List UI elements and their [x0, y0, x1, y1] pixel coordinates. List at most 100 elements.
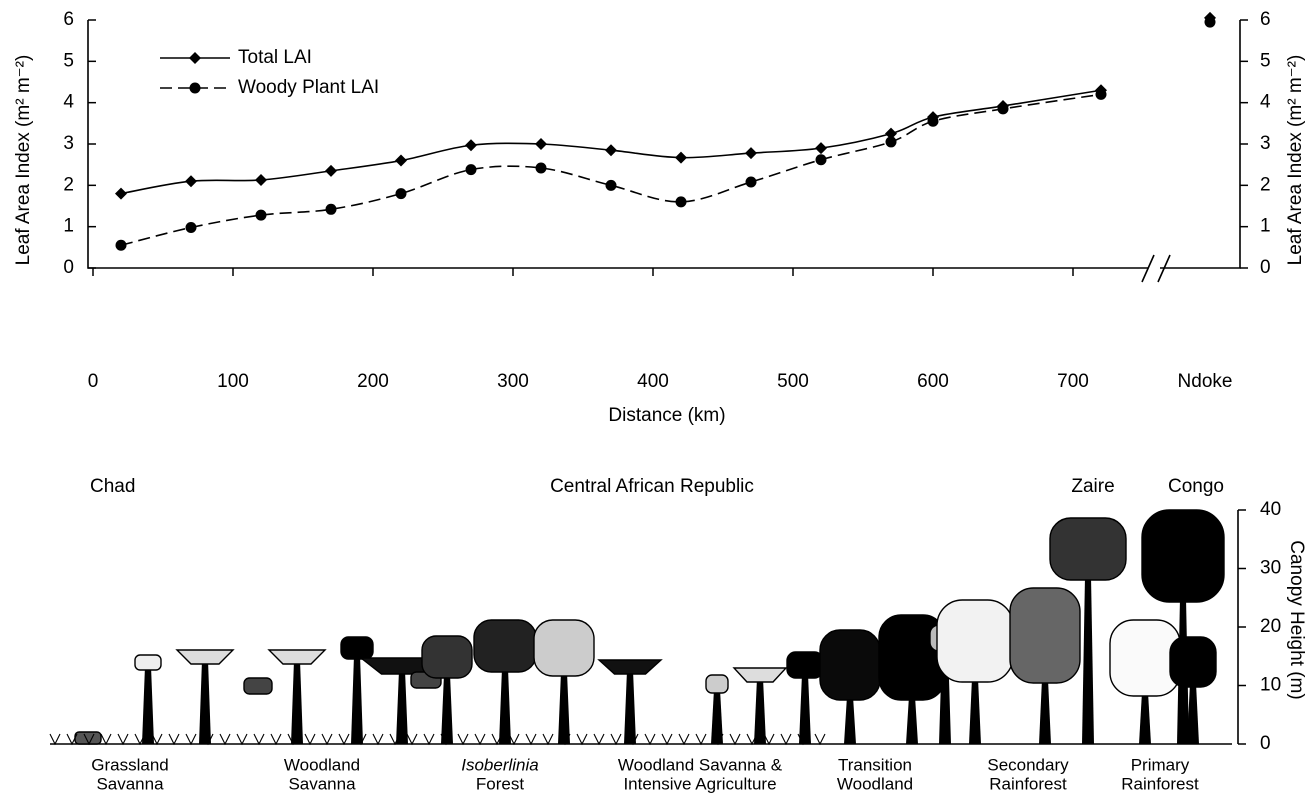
y-tick-label: 4	[63, 92, 74, 113]
break-label: Ndoke	[1178, 371, 1233, 392]
zone-label: Woodland	[837, 774, 913, 793]
tree-crown	[786, 651, 824, 679]
tree-crown	[936, 599, 1014, 683]
y-tick-label: 1	[63, 216, 74, 237]
height-axis-title: Canopy Height (m)	[1286, 540, 1307, 699]
zone-label: Isoberlinia	[461, 755, 539, 774]
tree-crown	[1169, 636, 1217, 688]
y2-tick-label: 2	[1260, 174, 1271, 195]
grass	[49, 733, 826, 746]
tree-crown	[597, 659, 663, 675]
y-tick-label: 3	[63, 133, 74, 154]
data-point	[255, 173, 267, 186]
x-tick-label: 500	[777, 371, 809, 392]
tree-trunk	[906, 696, 918, 744]
x-tick-label: 700	[1057, 371, 1089, 392]
x-tick-label: 600	[917, 371, 949, 392]
data-point	[395, 188, 407, 200]
tree-trunk	[754, 678, 766, 744]
tree-crown	[1049, 517, 1127, 581]
y2-axis-title: Leaf Area Index (m² m⁻²)	[1285, 55, 1306, 266]
tree-trunk	[142, 666, 154, 744]
zone-label: Woodland Savanna &	[618, 755, 783, 774]
tree-trunk	[844, 696, 856, 744]
zone-label: Primary	[1131, 755, 1190, 774]
data-point	[395, 154, 407, 167]
height-tick-label: 40	[1260, 499, 1281, 520]
data-point	[885, 127, 897, 140]
data-point	[675, 196, 687, 208]
tree-crown	[340, 636, 374, 660]
zone-label: Rainforest	[989, 774, 1067, 793]
tree-trunk	[1082, 576, 1094, 744]
x-tick-label: 300	[497, 371, 529, 392]
data-point	[465, 164, 477, 176]
ndoke-point	[1204, 16, 1216, 28]
tree-trunk	[799, 674, 811, 744]
data-point	[255, 209, 267, 221]
country: Chad	[90, 476, 135, 497]
zone-label: Forest	[476, 774, 524, 793]
data-point	[745, 147, 757, 160]
y2-tick-label: 6	[1260, 9, 1271, 30]
y2-tick-label: 1	[1260, 216, 1271, 237]
y-axis-title: Leaf Area Index (m² m⁻²)	[13, 55, 34, 266]
x-tick-label: 400	[637, 371, 669, 392]
data-point	[885, 136, 897, 148]
x-tick-label: 0	[88, 371, 99, 392]
tree-trunk	[499, 668, 511, 744]
zone-label: Rainforest	[1121, 774, 1199, 793]
data-point	[997, 103, 1009, 115]
data-point	[325, 164, 337, 177]
data-point	[1095, 88, 1107, 100]
data-point	[325, 203, 337, 215]
tree-trunk	[396, 670, 408, 744]
tree-trunk	[711, 689, 723, 744]
zone-label: Intensive Agriculture	[623, 774, 776, 793]
legend-marker	[189, 82, 201, 94]
data-point	[675, 151, 687, 164]
tree-crown	[243, 677, 273, 695]
data-point	[535, 138, 547, 150]
y-tick-label: 0	[63, 257, 74, 278]
tree-trunk	[969, 678, 981, 744]
tree-crown	[732, 667, 788, 683]
y2-tick-label: 4	[1260, 92, 1271, 113]
tree-crown	[819, 629, 881, 701]
tree-trunk	[558, 672, 570, 744]
series-line	[120, 89, 1102, 195]
zone-label: Transition	[838, 755, 912, 774]
y2-tick-label: 3	[1260, 133, 1271, 154]
data-point	[465, 139, 477, 152]
data-point	[535, 162, 547, 174]
tree-crown	[134, 654, 162, 671]
x-tick-label: 200	[357, 371, 389, 392]
y-tick-label: 2	[63, 174, 74, 195]
axis-break	[1141, 254, 1171, 283]
tree-crown	[1141, 509, 1225, 603]
data-point	[185, 221, 197, 233]
data-point	[745, 176, 757, 188]
zone-label: Savanna	[96, 774, 164, 793]
tree-crown	[421, 635, 473, 679]
legend-marker	[189, 52, 201, 64]
tree-trunk	[1039, 679, 1051, 744]
tree-trunk	[1187, 683, 1199, 744]
height-tick-label: 0	[1260, 733, 1271, 754]
country: Central African Republic	[550, 476, 754, 497]
series-line	[120, 93, 1102, 247]
zone-label: Woodland	[284, 755, 360, 774]
y-tick-label: 6	[63, 9, 74, 30]
data-point	[115, 239, 127, 251]
tree-trunk	[199, 660, 211, 744]
data-point	[815, 142, 827, 155]
y2-tick-label: 0	[1260, 257, 1271, 278]
x-axis-title: Distance (km)	[608, 405, 725, 426]
data-point	[815, 154, 827, 166]
country: Congo	[1168, 476, 1224, 497]
height-tick-label: 10	[1260, 675, 1281, 696]
tree-crown	[1009, 587, 1081, 684]
tree-crown	[533, 619, 595, 677]
tree-trunk	[1139, 692, 1151, 744]
